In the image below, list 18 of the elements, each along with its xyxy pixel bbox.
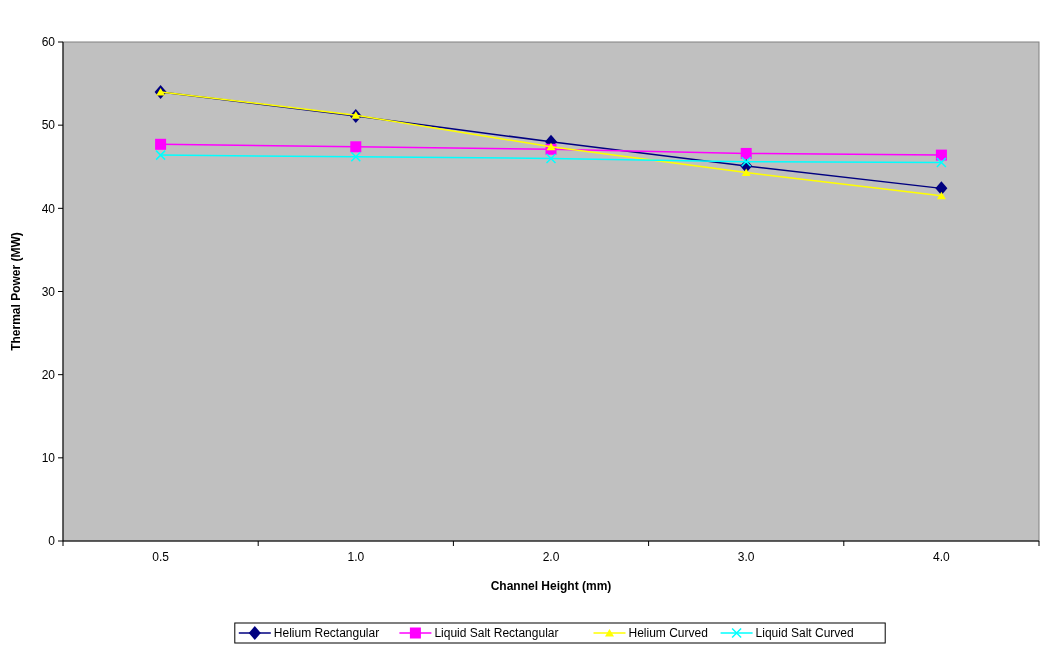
x-tick-label: 4.0 [933,550,951,564]
legend-label: Liquid Salt Curved [755,626,854,641]
y-tick-label: 50 [41,118,56,133]
legend-label: Helium Curved [628,626,708,641]
x-tick-label: 0.5 [152,550,170,564]
y-axis-title: Thermal Power (MW) [9,232,23,351]
legend-label: Liquid Salt Rectangular [434,626,559,641]
y-tick-label: 20 [41,367,56,382]
x-axis-title: Channel Height (mm) [490,579,612,593]
x-tick-label: 3.0 [737,550,755,564]
legend-label: Helium Rectangular [273,626,380,641]
y-tick-label: 0 [48,534,56,549]
y-tick-label: 40 [41,201,56,216]
y-tick-label: 30 [41,284,56,299]
x-tick-label: 2.0 [542,550,560,564]
y-tick-label: 60 [41,35,56,50]
x-tick-label: 1.0 [347,550,365,564]
y-tick-label: 10 [41,451,56,466]
